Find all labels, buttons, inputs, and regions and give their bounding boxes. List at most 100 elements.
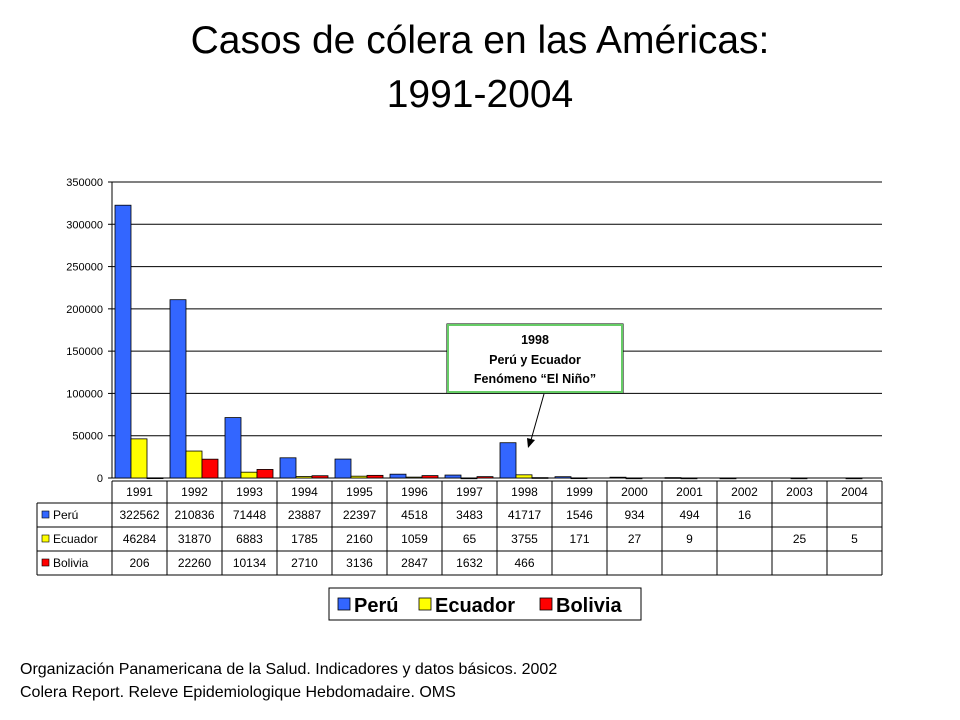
legend-swatch bbox=[418, 597, 432, 611]
x-tick-label: 1998 bbox=[511, 485, 538, 499]
annotation-arrow bbox=[530, 393, 545, 441]
table-cell: 3483 bbox=[456, 508, 483, 522]
chart-title-line-1: Casos de cólera en las Américas: bbox=[190, 19, 770, 62]
bar bbox=[334, 458, 352, 479]
table-cell: 3136 bbox=[346, 556, 373, 570]
table-cell: 1632 bbox=[456, 556, 483, 570]
legend-label: Perú bbox=[354, 595, 398, 617]
bar bbox=[350, 475, 368, 479]
bar bbox=[460, 477, 478, 480]
annotation-box-border bbox=[447, 324, 623, 393]
bar bbox=[311, 475, 329, 479]
bar bbox=[790, 477, 808, 480]
legend-label: Bolivia bbox=[556, 595, 622, 617]
source-citation-1: Organización Panamericana de la Salud. I… bbox=[20, 661, 558, 678]
x-tick-label: 2002 bbox=[731, 485, 758, 499]
x-tick-label: 2001 bbox=[676, 485, 703, 499]
table-cell: 206 bbox=[129, 556, 149, 570]
bar bbox=[515, 474, 533, 479]
table-cell: 2160 bbox=[346, 532, 373, 546]
x-tick-label: 1997 bbox=[456, 485, 483, 499]
x-tick-label: 2000 bbox=[621, 485, 648, 499]
chart-title-line-2: 1991-2004 bbox=[386, 73, 574, 116]
x-tick-label: 1991 bbox=[126, 485, 153, 499]
table-cell: 65 bbox=[463, 532, 477, 546]
source-citation-2: Colera Report. Releve Epidemiologique He… bbox=[20, 684, 456, 701]
table-cell: 494 bbox=[679, 508, 699, 522]
table-cell: 27 bbox=[628, 532, 642, 546]
table-cell: 210836 bbox=[174, 508, 214, 522]
table-cell: 934 bbox=[624, 508, 644, 522]
annotation-line-3: Fenómeno “El Niño” bbox=[474, 372, 596, 386]
table-cell: 4518 bbox=[401, 508, 428, 522]
bar bbox=[625, 477, 643, 480]
bar bbox=[130, 438, 148, 479]
table-cell: 41717 bbox=[508, 508, 542, 522]
table-series-label: Perú bbox=[53, 508, 78, 522]
bar bbox=[554, 476, 572, 479]
table-legend-key bbox=[41, 534, 50, 543]
bar bbox=[444, 474, 462, 479]
bar bbox=[719, 477, 737, 480]
table-cell: 171 bbox=[569, 532, 589, 546]
bar bbox=[476, 476, 494, 479]
table-cell: 9 bbox=[686, 532, 693, 546]
table-cell: 22397 bbox=[343, 508, 377, 522]
bar bbox=[531, 477, 549, 479]
table-series-label: Bolivia bbox=[53, 556, 89, 570]
table-cell: 2847 bbox=[401, 556, 428, 570]
table-cell: 5 bbox=[851, 532, 858, 546]
bar bbox=[680, 477, 698, 480]
y-tick-label: 250000 bbox=[66, 262, 103, 274]
table-cell: 16 bbox=[738, 508, 752, 522]
legend-box bbox=[328, 587, 642, 621]
x-tick-label: 1999 bbox=[566, 485, 593, 499]
table-cell: 1785 bbox=[291, 532, 318, 546]
y-tick-label: 100000 bbox=[66, 388, 103, 400]
bar bbox=[421, 475, 439, 479]
bar bbox=[609, 476, 627, 479]
annotation-line-2: Perú y Ecuador bbox=[489, 353, 581, 367]
legend-swatch bbox=[539, 597, 553, 611]
bar bbox=[169, 299, 187, 479]
table-cell: 46284 bbox=[123, 532, 157, 546]
x-tick-label: 1994 bbox=[291, 485, 318, 499]
annotation-arrowhead bbox=[527, 438, 535, 448]
bar bbox=[201, 458, 219, 479]
bar bbox=[405, 476, 423, 479]
table-cell: 322562 bbox=[119, 508, 159, 522]
bar bbox=[845, 477, 863, 480]
table-cell: 2710 bbox=[291, 556, 318, 570]
bar bbox=[295, 476, 313, 479]
y-tick-label: 50000 bbox=[72, 431, 103, 443]
bar bbox=[185, 450, 203, 479]
x-tick-label: 1995 bbox=[346, 485, 373, 499]
table-cell: 71448 bbox=[233, 508, 267, 522]
x-tick-label: 1993 bbox=[236, 485, 263, 499]
table-cell: 25 bbox=[793, 532, 807, 546]
y-tick-label: 350000 bbox=[66, 177, 103, 189]
y-tick-label: 0 bbox=[97, 473, 103, 485]
bar bbox=[114, 204, 132, 479]
table-legend-key bbox=[41, 510, 50, 519]
bar bbox=[279, 457, 297, 479]
x-tick-label: 2003 bbox=[786, 485, 813, 499]
annotation-box bbox=[446, 323, 624, 394]
annotation-line-1: 1998 bbox=[521, 333, 549, 347]
bar bbox=[499, 442, 517, 479]
table-cell: 1546 bbox=[566, 508, 593, 522]
table-cell: 10134 bbox=[233, 556, 267, 570]
bar bbox=[146, 477, 164, 480]
y-tick-label: 200000 bbox=[66, 304, 103, 316]
table-legend-key bbox=[41, 558, 50, 567]
legend-label: Ecuador bbox=[435, 595, 515, 617]
x-tick-label: 2004 bbox=[841, 485, 868, 499]
y-tick-label: 150000 bbox=[66, 346, 103, 358]
x-tick-label: 1992 bbox=[181, 485, 208, 499]
table-cell: 6883 bbox=[236, 532, 263, 546]
table-cell: 31870 bbox=[178, 532, 212, 546]
bar bbox=[570, 477, 588, 480]
bar bbox=[366, 474, 384, 479]
bar bbox=[224, 417, 242, 479]
